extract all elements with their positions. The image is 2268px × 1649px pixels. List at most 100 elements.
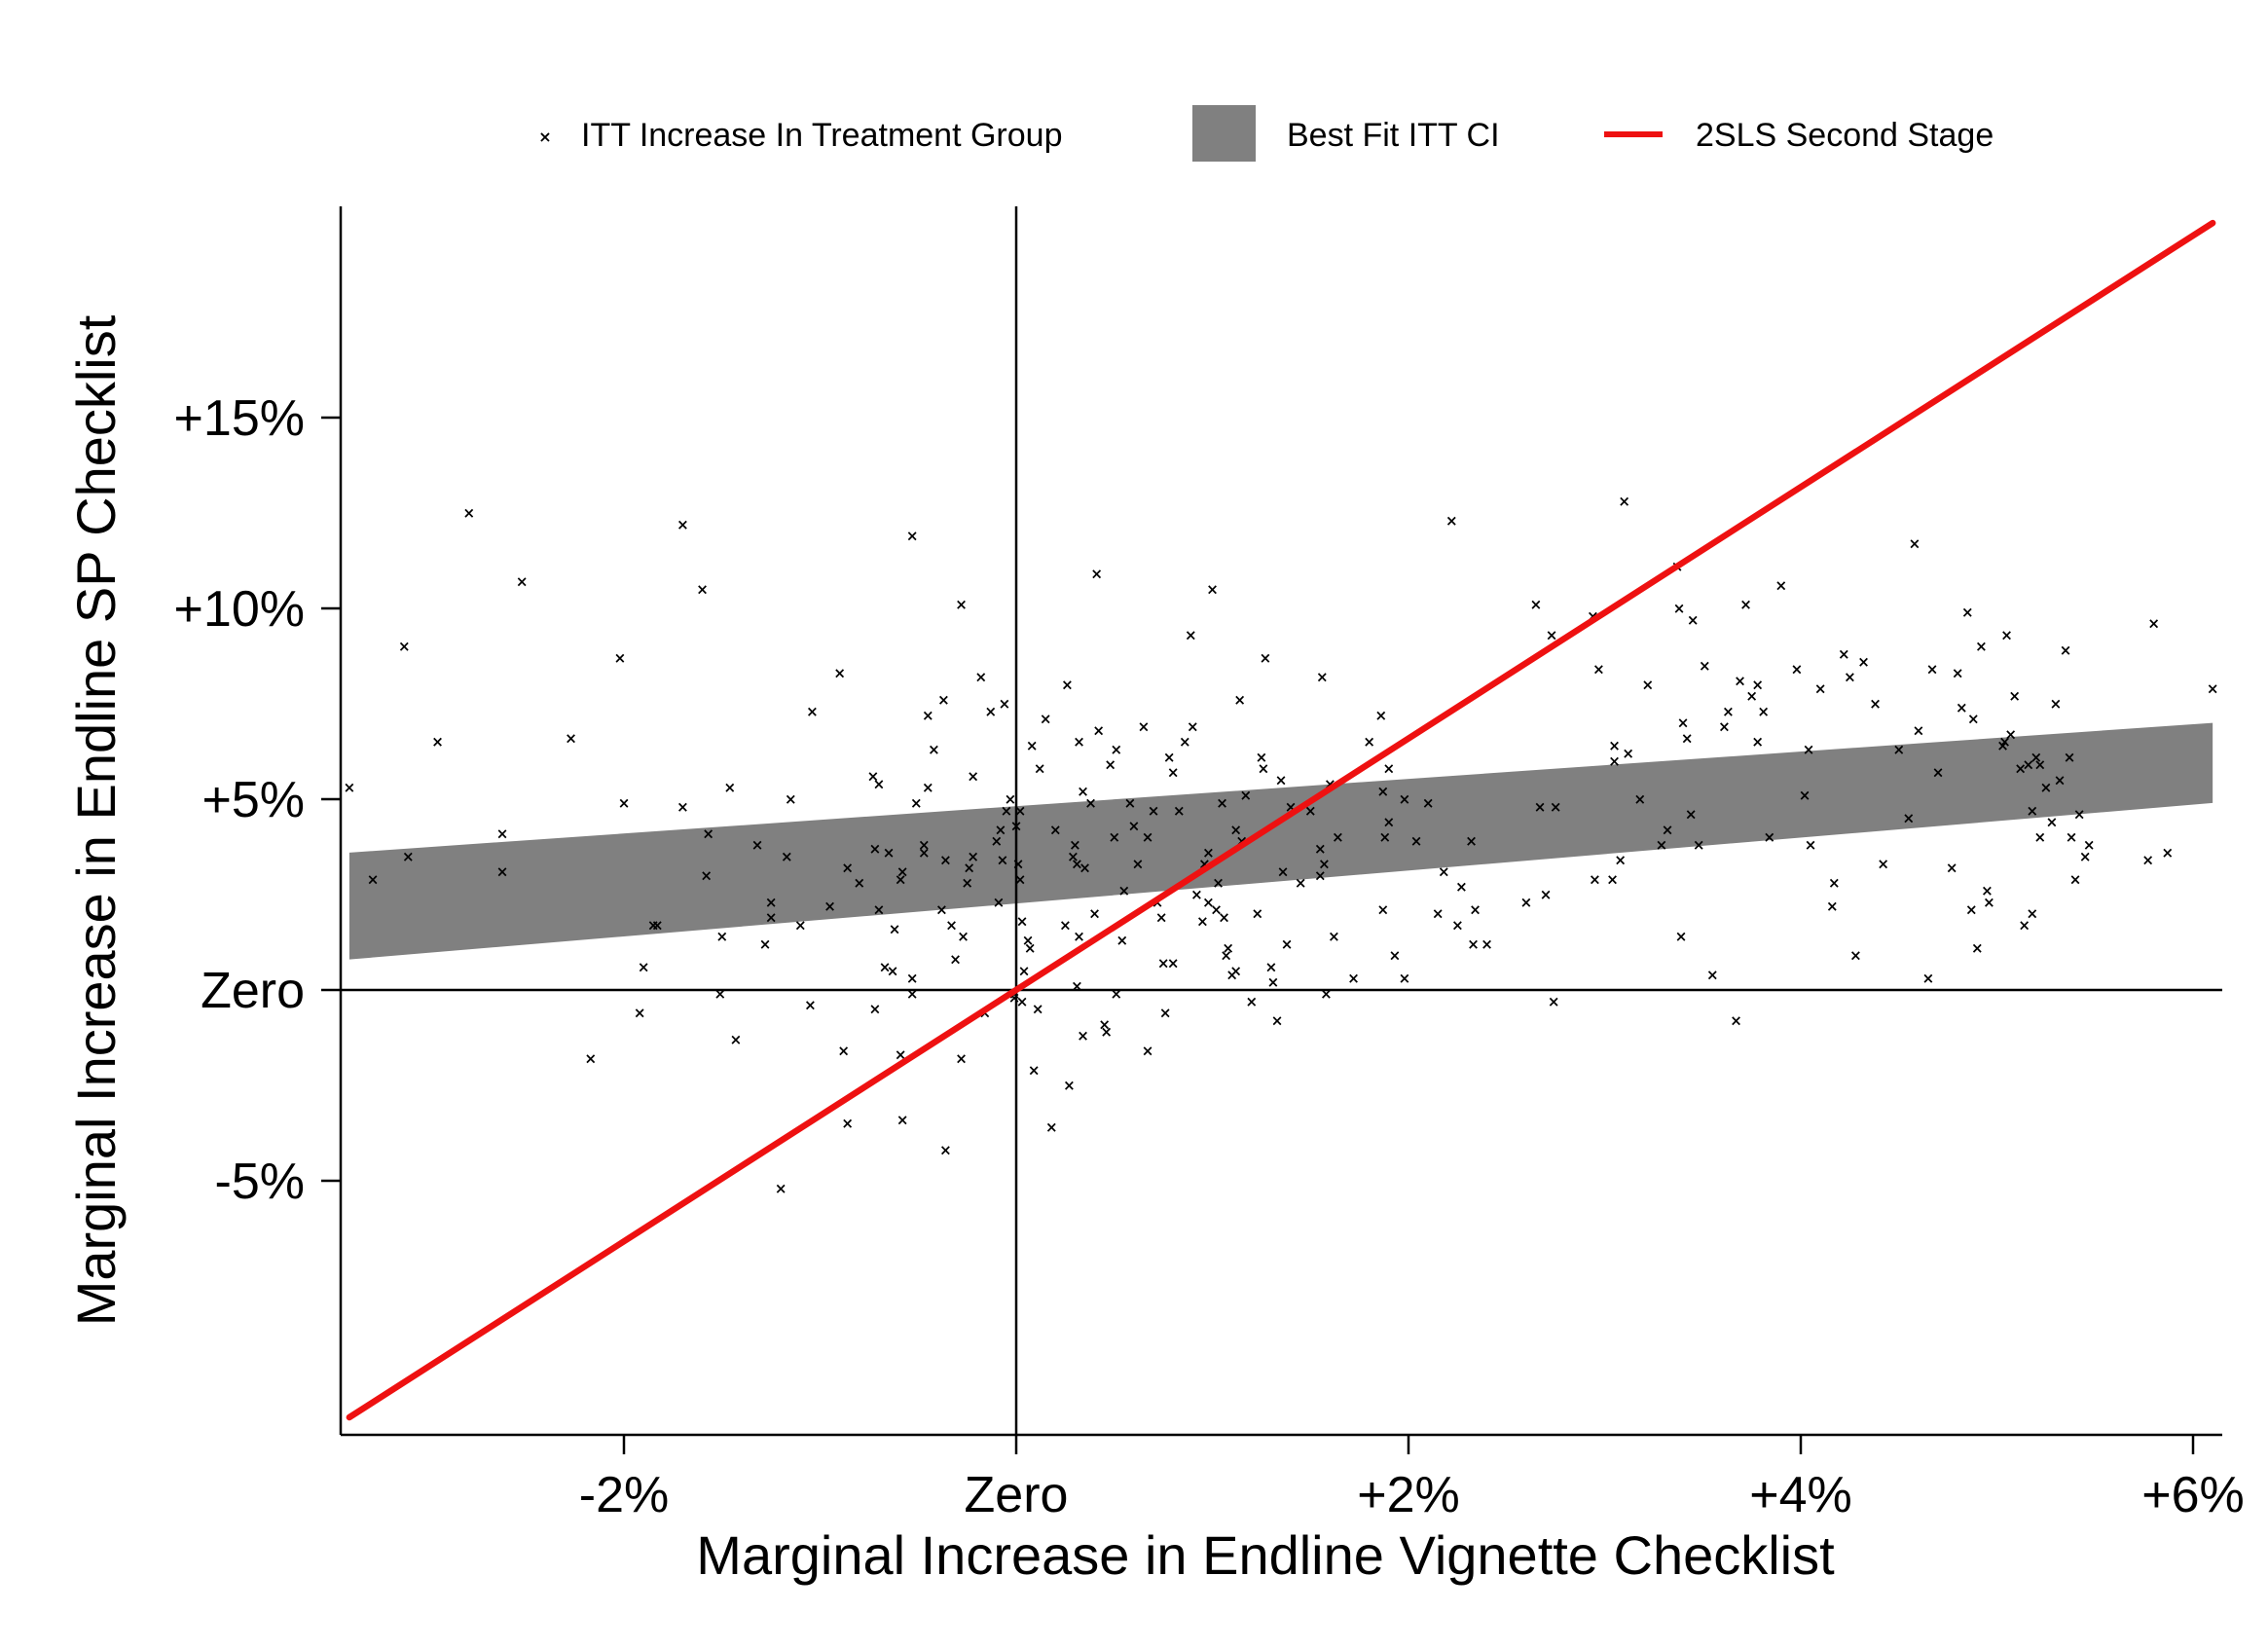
scatter-point: × <box>833 665 846 682</box>
scatter-point: × <box>1869 695 1882 713</box>
scatter-point: × <box>2026 802 2038 820</box>
scatter-point: × <box>1155 909 1168 927</box>
scatter-point: × <box>957 928 969 945</box>
scatter-point: × <box>873 775 886 792</box>
scatter-point: × <box>1005 790 1017 808</box>
scatter-point: × <box>2141 852 2154 869</box>
scatter-point: × <box>1216 794 1228 812</box>
scatter-point: × <box>918 836 931 854</box>
scatter-point: × <box>1946 860 1958 877</box>
scatter-point: × <box>1314 840 1327 858</box>
scatter-point: × <box>1662 821 1674 838</box>
scatter-point: × <box>1347 970 1360 987</box>
scatter-point: × <box>2014 760 2027 778</box>
scatter-point: × <box>1277 862 1290 880</box>
scatter-point: × <box>1108 828 1120 846</box>
scatter-point: × <box>910 794 923 812</box>
scatter-point: × <box>1608 752 1621 770</box>
scatter-point: × <box>967 767 979 785</box>
scatter-point: × <box>2207 679 2219 697</box>
scatter-point: × <box>1410 832 1423 850</box>
y-tick-label: -5% <box>215 1154 305 1210</box>
scatter-point: × <box>1275 771 1288 788</box>
scatter-point: × <box>1187 718 1199 736</box>
2sls-line <box>346 219 2216 1421</box>
scatter-point: × <box>2022 756 2034 774</box>
scatter-point: × <box>1202 844 1215 861</box>
scatter-point: × <box>906 985 919 1003</box>
scatter-point: × <box>651 916 664 934</box>
scatter-point: × <box>804 997 817 1014</box>
scatter-point: × <box>1110 985 1122 1003</box>
scatter-point: × <box>1722 703 1735 720</box>
scatter-point: × <box>1377 901 1390 919</box>
scatter-point: × <box>696 580 709 598</box>
scatter-point: × <box>1550 798 1562 816</box>
scatter-point: × <box>1913 721 1925 739</box>
scatter-point: × <box>1084 794 1097 812</box>
scatter-point: × <box>1469 901 1482 919</box>
scatter-point: × <box>1814 679 1827 697</box>
scatter-point: × <box>1745 687 1758 705</box>
scatter-point: × <box>1073 733 1085 751</box>
scatter-point: × <box>2064 749 2076 766</box>
scatter-point: × <box>1320 985 1333 1003</box>
scatter-point: × <box>1383 814 1396 831</box>
scatter-point: × <box>2034 828 2047 846</box>
scatter-point: × <box>945 916 958 934</box>
scatter-point: × <box>963 860 975 877</box>
scatter-point: × <box>922 779 934 796</box>
scatter-point: × <box>1260 649 1272 667</box>
scatter-point: × <box>1633 790 1646 808</box>
scatter-point: × <box>997 852 1009 869</box>
scatter-point: × <box>1438 862 1450 880</box>
scatter-point: × <box>1614 852 1627 869</box>
scatter-point: × <box>1892 741 1905 758</box>
scatter-point: × <box>1399 790 1411 808</box>
scatter-point: × <box>2060 641 2072 659</box>
scatter-point: × <box>1956 699 1968 716</box>
scatter-point: × <box>765 894 778 911</box>
scatter-point: × <box>1971 939 1984 957</box>
scatter-point: × <box>1281 935 1294 953</box>
x-ticks: -2% Zero +2% +4% +6% <box>579 1435 2245 1523</box>
scatter-point: × <box>1838 645 1850 663</box>
scatter-point: × <box>1589 870 1601 888</box>
scatter-point: × <box>1032 1001 1044 1018</box>
scatter-point: × <box>1455 878 1468 896</box>
scatter-point: × <box>906 528 919 545</box>
scatter-point: × <box>1202 894 1215 911</box>
scatter-point: × <box>785 790 797 808</box>
scatter-point: × <box>1693 836 1705 854</box>
scatter-point: × <box>2046 814 2059 831</box>
scatter-point: × <box>700 866 713 884</box>
scatter-point: × <box>1022 932 1035 949</box>
scatter-point: × <box>1316 669 1329 686</box>
y-ticks: -5% Zero +5% +10% +15% <box>174 390 341 1210</box>
scatter-point: × <box>730 1031 743 1048</box>
scatter-point: × <box>1967 711 1980 728</box>
scatter-point: × <box>1116 932 1129 949</box>
scatter-point: × <box>991 832 1004 850</box>
scatter-point: × <box>854 874 866 892</box>
x-tick-label: +2% <box>1357 1467 1460 1523</box>
scatter-point: × <box>1677 715 1690 732</box>
scatter-point: × <box>967 848 979 865</box>
scatter-point: × <box>1077 783 1089 800</box>
y-tick-label: +10% <box>174 581 305 638</box>
scatter-point: × <box>431 733 444 751</box>
scatter-point: × <box>1903 810 1916 827</box>
scatter-point: × <box>1073 928 1085 945</box>
scatter-point: × <box>995 821 1007 838</box>
scatter-point: × <box>634 1005 646 1022</box>
scatter-point: × <box>1685 806 1698 824</box>
scatter-point: × <box>1229 821 1242 838</box>
y-tick-label: Zero <box>201 963 305 1019</box>
scatter-point: × <box>1751 676 1764 693</box>
scatter-point: × <box>1024 939 1037 957</box>
scatter-point: × <box>1996 737 2009 754</box>
scatter-point: × <box>496 862 509 880</box>
scatter-point: × <box>1363 733 1375 751</box>
scatter-point: × <box>922 707 934 724</box>
scatter-point: × <box>715 928 728 945</box>
